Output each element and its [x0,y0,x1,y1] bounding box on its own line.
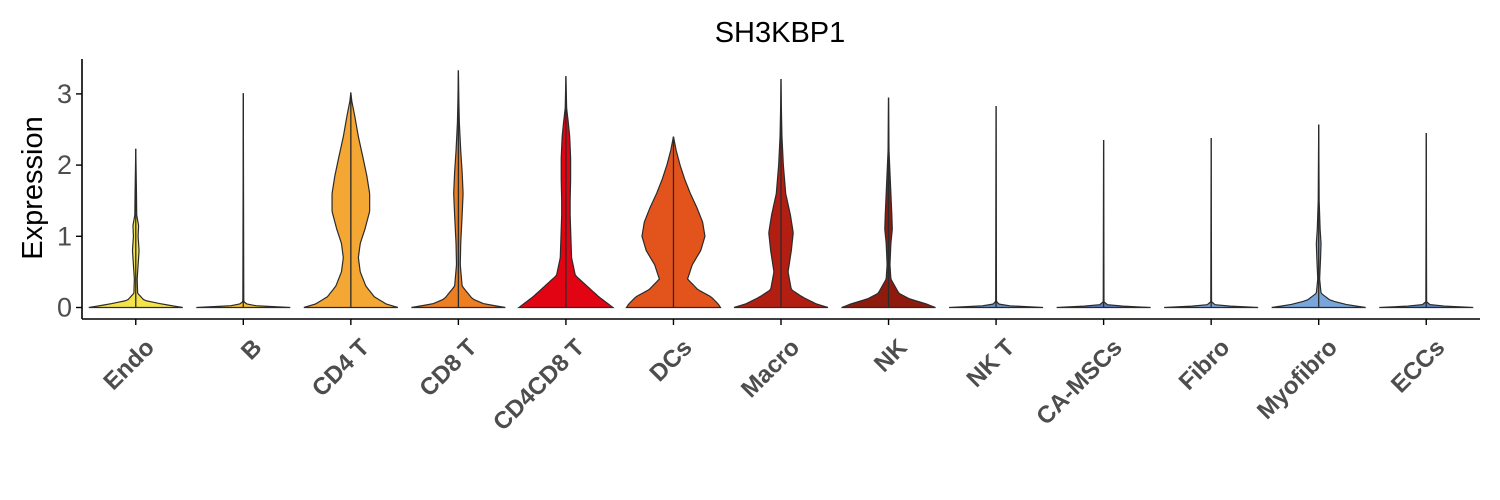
y-axis-ticks: 0 1 2 3 [57,79,82,323]
y-tick-label: 3 [57,79,72,109]
y-tick-label: 0 [57,293,72,323]
x-tick-label: B [236,334,267,365]
y-tick-label: 2 [57,150,72,180]
x-tick-label: CD4 T [307,334,375,402]
x-tick-label: CD8 T [414,334,482,402]
x-axis-ticks: Endo B CD4 T CD8 T CD4CD8 T DCs Macro NK NK T CA-… [98,319,1450,436]
y-tick-label: 1 [57,221,72,251]
x-tick-label: Myofibro [1252,334,1343,425]
x-tick-label: DCs [645,334,698,387]
y-axis-label: Expression [17,116,49,259]
x-tick-label: Fibro [1174,334,1236,396]
x-tick-label: NK [869,334,913,378]
x-tick-label: CD4CD8 T [488,334,590,436]
x-tick-label: ECCs [1386,334,1450,398]
x-tick-label: Macro [736,334,805,403]
x-tick-label: CA-MSCs [1031,334,1127,430]
chart-title: SH3KBP1 [715,17,846,49]
x-tick-label: NK T [962,334,1021,393]
x-tick-label: Endo [98,334,160,396]
violin-group [88,70,1474,309]
